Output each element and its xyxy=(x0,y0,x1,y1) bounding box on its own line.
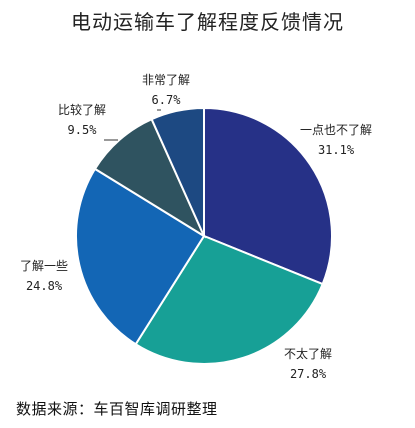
pie-slices xyxy=(75,106,333,365)
slice-value-label: 31.1% xyxy=(318,143,355,157)
slice-value-label: 6.7% xyxy=(152,93,182,107)
slice-label: 非常了解 xyxy=(142,73,190,87)
leader-lines xyxy=(104,109,161,141)
pie-slice xyxy=(93,117,207,239)
slice-value-label: 24.8% xyxy=(26,279,63,293)
pie-slice xyxy=(134,234,324,365)
slice-value-label: 27.8% xyxy=(290,367,327,381)
pie-slice xyxy=(150,106,205,237)
chart-title: 电动运输车了解程度反馈情况 xyxy=(71,10,344,34)
slice-label: 不太了解 xyxy=(284,346,332,361)
pie-slice xyxy=(203,106,333,286)
pie-slice xyxy=(75,167,206,346)
slice-value-label: 9.5% xyxy=(68,123,98,137)
source-note: 数据来源：车百智库调研整理 xyxy=(16,400,218,418)
slice-labels: 一点也不了解 31.1% 不太了解 27.8% 了解一些 24.8% 比较了解 9.5% 非常了… xyxy=(20,73,372,381)
slice-label: 比较了解 xyxy=(58,102,106,117)
slice-label: 了解一些 xyxy=(20,259,68,273)
slice-label: 一点也不了解 xyxy=(300,123,372,137)
